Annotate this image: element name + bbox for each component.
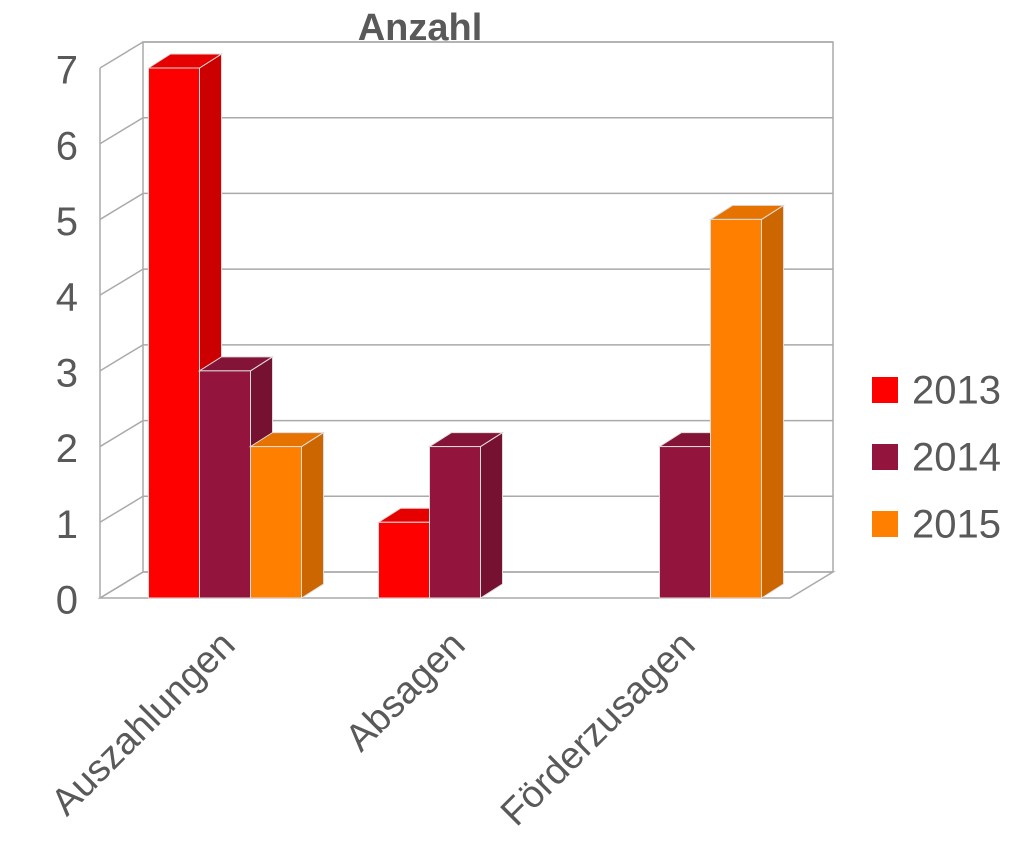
bar-front [378, 521, 430, 599]
bar-front [199, 370, 251, 599]
legend-swatch [872, 511, 898, 537]
x-tick-label: Förderzusagen [493, 624, 703, 834]
bar [248, 431, 326, 599]
y-tick-label: 2 [56, 427, 78, 471]
side-grid-line [99, 192, 144, 221]
y-tick-label: 0 [56, 579, 78, 623]
bar [427, 431, 505, 599]
y-tick-label: 4 [56, 276, 78, 320]
y-tick-label: 1 [56, 503, 78, 547]
bar-front [429, 446, 481, 599]
bar-side [761, 204, 784, 599]
y-tick-label: 7 [56, 49, 78, 93]
bar [708, 204, 786, 599]
x-tick-label: Absagen [338, 624, 474, 760]
side-grid-line [99, 268, 144, 296]
side-grid-line [99, 344, 144, 372]
y-tick-label: 5 [56, 200, 78, 244]
bar-front [659, 446, 711, 599]
bar-front [250, 446, 302, 599]
legend-label: 2015 [912, 503, 1001, 547]
legend-swatch [872, 444, 898, 470]
legend-label: 2014 [912, 436, 1001, 480]
y-tick-label: 6 [56, 124, 78, 168]
bar-front [710, 218, 762, 599]
x-tick-label: Auszahlungen [43, 624, 243, 824]
side-grid-line [99, 117, 144, 145]
side-grid-line [99, 571, 144, 599]
legend-label: 2013 [912, 369, 1001, 413]
side-grid-line [99, 41, 144, 69]
y-tick-label: 3 [56, 351, 78, 395]
bar-side [301, 431, 324, 599]
side-grid-line [99, 419, 144, 448]
side-grid-line [99, 495, 144, 523]
bar-front [148, 67, 200, 599]
legend-swatch [872, 377, 898, 403]
bar-side [480, 431, 503, 599]
